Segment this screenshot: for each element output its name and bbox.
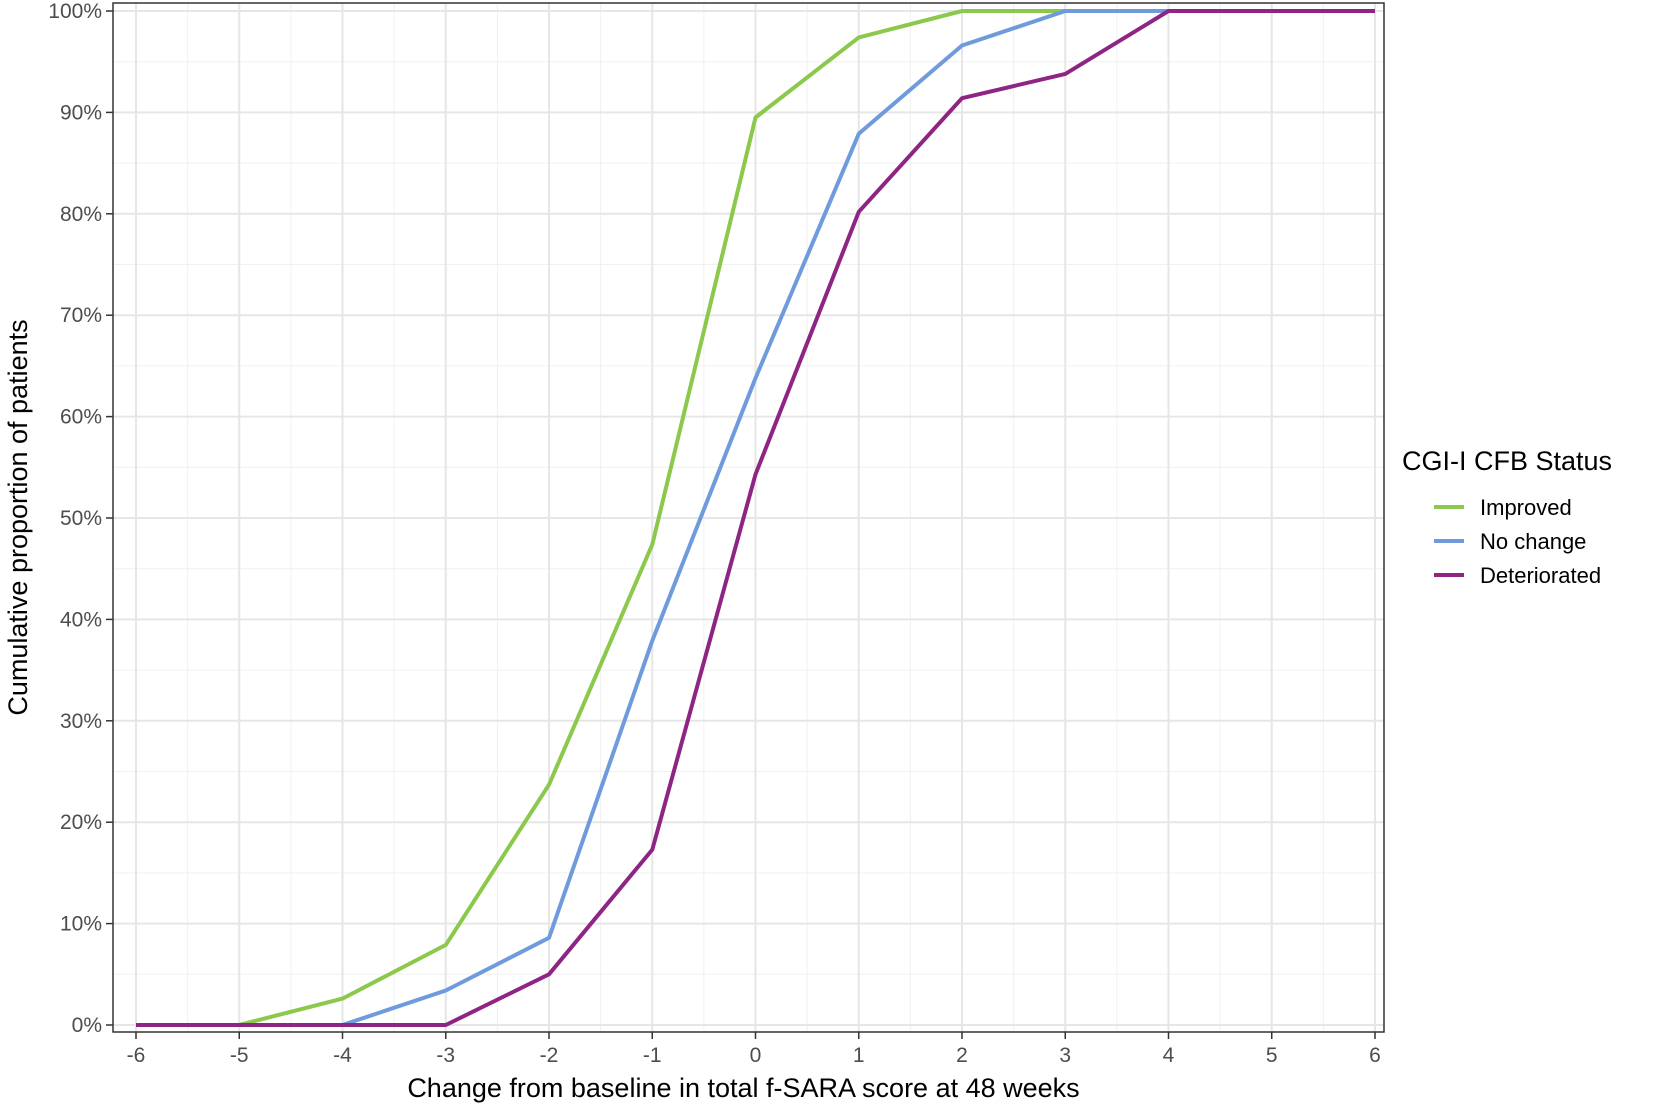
x-axis-title: Change from baseline in total f-SARA sco…	[407, 1073, 1079, 1103]
y-tick-label: 100%	[48, 0, 102, 23]
y-tick-label: 40%	[60, 608, 102, 631]
x-tick-label: 1	[853, 1044, 865, 1067]
y-tick-label: 20%	[60, 811, 102, 834]
x-tick-label: -3	[436, 1044, 455, 1067]
x-tick-label: -5	[230, 1044, 249, 1067]
x-tick-label: 3	[1059, 1044, 1071, 1067]
y-axis-title: Cumulative proportion of patients	[3, 319, 33, 715]
legend-label-no-change: No change	[1480, 529, 1586, 554]
legend-items: Improved No change Deteriorated	[1434, 495, 1601, 588]
legend-label-deteriorated: Deteriorated	[1480, 563, 1601, 588]
grid	[113, 3, 1384, 1032]
x-tick-label: 4	[1163, 1044, 1175, 1067]
x-tick-label: -2	[540, 1044, 559, 1067]
x-tick-label: -4	[333, 1044, 352, 1067]
y-tick-label: 50%	[60, 507, 102, 530]
x-tick-label: 5	[1266, 1044, 1278, 1067]
y-tick-label: 90%	[60, 101, 102, 124]
x-tick-label: 6	[1369, 1044, 1381, 1067]
y-tick-label: 30%	[60, 710, 102, 733]
y-axis: 0% 10% 20% 30% 40% 50% 60% 70% 80% 90% 100%	[48, 0, 113, 1037]
y-tick-label: 10%	[60, 913, 102, 936]
x-tick-label: -6	[127, 1044, 146, 1067]
plot-series	[136, 9, 1375, 1027]
series-line-deteriorated	[136, 9, 1375, 1027]
legend: CGI-I CFB Status Improved No change Deteri…	[1402, 446, 1612, 588]
x-axis: -6 -5 -4 -3 -2 -1 0 1 2 3 4 5 6	[127, 1032, 1381, 1067]
legend-label-improved: Improved	[1480, 495, 1572, 520]
y-tick-label: 70%	[60, 304, 102, 327]
legend-title: CGI-I CFB Status	[1402, 446, 1612, 476]
x-tick-label: 0	[750, 1044, 762, 1067]
y-tick-label: 80%	[60, 203, 102, 226]
x-tick-label: -1	[643, 1044, 662, 1067]
x-tick-label: 2	[956, 1044, 968, 1067]
y-tick-label: 0%	[72, 1014, 102, 1037]
y-tick-label: 60%	[60, 406, 102, 429]
